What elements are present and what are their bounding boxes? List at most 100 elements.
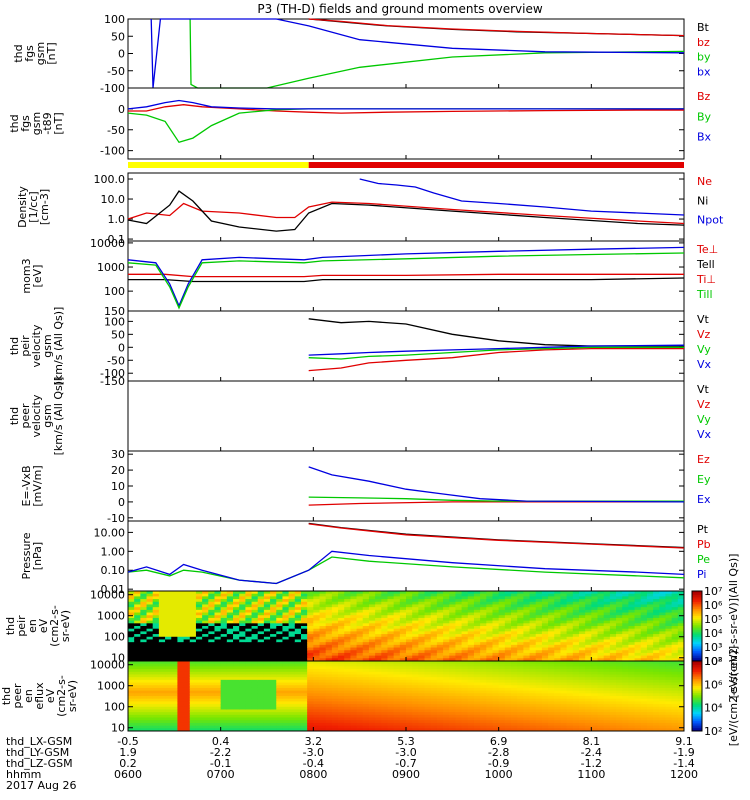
heatmap-cell — [239, 717, 246, 721]
heatmap-cell — [634, 631, 642, 635]
heatmap-cell — [189, 712, 197, 716]
heatmap-cell — [455, 615, 463, 619]
heatmap-cell — [406, 593, 413, 597]
heatmap-cell — [616, 617, 623, 622]
heatmap-cell — [325, 671, 333, 675]
y-axis-label: velocity — [30, 324, 43, 367]
heatmap-cell — [418, 682, 426, 686]
heatmap-cell — [214, 634, 222, 638]
heatmap-cell — [214, 685, 222, 689]
heatmap-cell — [128, 599, 135, 603]
heatmap-cell — [233, 709, 240, 713]
heatmap-cell — [294, 696, 302, 700]
heatmap-cell — [362, 693, 370, 697]
heatmap-cell — [393, 650, 401, 654]
heatmap-cell — [195, 693, 203, 697]
heatmap-cell — [276, 666, 283, 670]
heatmap-cell — [504, 693, 512, 697]
heatmap-cell — [294, 658, 302, 662]
heatmap-cell — [270, 687, 277, 692]
heatmap-cell — [622, 704, 629, 708]
heatmap-cell — [436, 628, 444, 632]
heatmap-cell — [430, 644, 438, 649]
heatmap-cell — [208, 626, 215, 630]
heatmap-cell — [677, 674, 685, 678]
heatmap-cell — [171, 628, 178, 632]
heatmap-cell — [294, 722, 302, 727]
heatmap-cell — [208, 642, 215, 646]
heatmap-cell — [128, 696, 135, 700]
y-tick-label: -150 — [100, 375, 125, 388]
heatmap-cell — [659, 639, 666, 643]
heatmap-cell — [158, 650, 166, 654]
heatmap-cell — [368, 674, 376, 678]
heatmap-cell — [158, 642, 166, 646]
colorbar-segment — [692, 650, 702, 653]
heatmap-cell — [406, 639, 413, 643]
heatmap-cell — [214, 674, 222, 678]
heatmap-cell — [393, 599, 401, 603]
heatmap-cell — [165, 593, 172, 597]
heatmap-cell — [128, 722, 135, 727]
heatmap-cell — [381, 717, 388, 721]
heatmap-cell — [245, 706, 253, 710]
heatmap-cell — [665, 663, 673, 667]
heatmap-cell — [344, 609, 351, 614]
heatmap-cell — [603, 674, 611, 678]
heatmap-cell — [511, 714, 518, 719]
heatmap-cell — [288, 671, 296, 675]
heatmap-cell — [362, 620, 370, 624]
heatmap-cell — [406, 706, 413, 710]
heatmap-cell — [140, 658, 148, 662]
heatmap-cell — [270, 712, 277, 716]
heatmap-cell — [220, 666, 228, 670]
heatmap-cell — [523, 599, 531, 603]
heatmap-cell — [646, 687, 654, 692]
heatmap-cell — [356, 609, 364, 614]
heatmap-cell — [560, 706, 568, 710]
heatmap-cell — [350, 682, 358, 686]
colorbar-segment — [692, 622, 702, 625]
heatmap-cell — [294, 636, 302, 640]
heatmap-cell — [202, 661, 209, 665]
heatmap-cell — [535, 669, 543, 673]
heatmap-cell — [189, 709, 197, 713]
heatmap-cell — [554, 634, 561, 638]
heatmap-cell — [443, 717, 450, 721]
heatmap-cell — [344, 720, 351, 724]
heatmap-cell — [344, 650, 351, 654]
heatmap-cell — [134, 636, 141, 640]
heatmap-cell — [653, 655, 660, 659]
heatmap-cell — [529, 677, 537, 681]
heatmap-cell — [473, 612, 481, 616]
heatmap-cell — [597, 669, 605, 673]
heatmap-cell — [622, 701, 629, 705]
heatmap-cell — [480, 685, 487, 689]
heatmap-cell — [443, 722, 450, 727]
heatmap-cell — [331, 623, 339, 627]
heatmap-cell — [313, 671, 321, 675]
heatmap-cell — [177, 669, 185, 673]
heatmap-cell — [461, 599, 469, 603]
heatmap-cell — [239, 617, 246, 622]
heatmap-cell — [350, 722, 358, 727]
heatmap-cell — [572, 685, 580, 689]
heatmap-cell — [195, 642, 203, 646]
heatmap-cell — [152, 669, 160, 673]
heatmap-cell — [473, 725, 481, 729]
heatmap-cell — [263, 609, 271, 614]
heatmap-cell — [597, 717, 605, 721]
heatmap-cell — [331, 682, 339, 686]
heatmap-cell — [226, 674, 234, 678]
heatmap-cell — [535, 628, 543, 632]
heatmap-cell — [548, 655, 555, 659]
heatmap-cell — [270, 612, 277, 616]
heatmap-cell — [560, 663, 568, 667]
heatmap-cell — [177, 628, 185, 632]
heatmap-cell — [498, 661, 506, 665]
heatmap-cell — [362, 685, 370, 689]
heatmap-cell — [653, 596, 660, 600]
heatmap-cell — [325, 717, 333, 721]
heatmap-cell — [677, 706, 685, 710]
heatmap-cell — [597, 609, 605, 614]
